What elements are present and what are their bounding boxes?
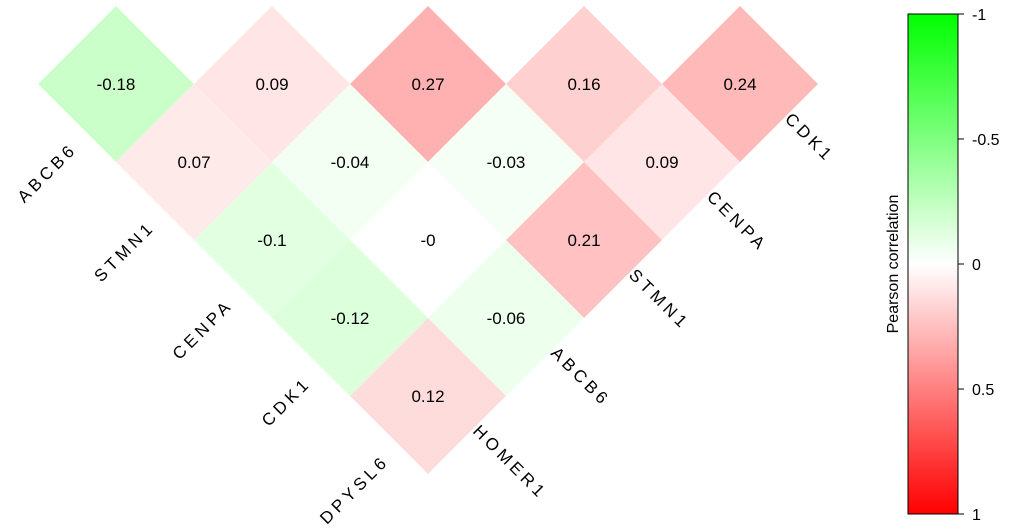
left-axis-gene-label: CENPA <box>169 295 237 363</box>
colorbar-ticks: -1 -0.5 0 0.5 1 <box>958 7 1000 524</box>
right-axis-gene-label: CDK1 <box>781 109 838 166</box>
cell-value-label: 0.12 <box>411 387 444 406</box>
cell-value-label: 0.16 <box>567 75 600 94</box>
cell-value-label: 0.21 <box>567 231 600 250</box>
left-axis-gene-label: ABCB6 <box>14 139 81 206</box>
right-axis-gene-label: ABCB6 <box>547 343 614 410</box>
left-axis-gene-label: STMN1 <box>91 217 159 285</box>
colorbar-legend: -1 -0.5 0 0.5 1 Pearson correlation <box>885 7 1000 524</box>
colorbar-tick-label: -0.5 <box>972 132 1000 149</box>
heatmap-cell <box>350 318 506 474</box>
cell-value-label: -0.06 <box>487 309 526 328</box>
cell-value-label: -0.18 <box>97 75 136 94</box>
cell-labels: -0.18 0.09 0.27 0.16 0.24 0.07 -0.04 -0.03 0.09 -… <box>97 75 757 406</box>
colorbar-tick-label: 0 <box>972 257 981 274</box>
cell-value-label: -0 <box>420 231 435 250</box>
cell-value-label: 0.24 <box>723 75 756 94</box>
cell-value-label: -0.12 <box>331 309 370 328</box>
cell-value-label: 0.09 <box>255 75 288 94</box>
right-axis-gene-label: HOMER1 <box>469 421 551 503</box>
colorbar-tick-label: 1 <box>972 507 981 524</box>
cell-value-label: 0.07 <box>177 153 210 172</box>
cell-value-label: 0.09 <box>645 153 678 172</box>
cell-value-label: -0.1 <box>257 231 286 250</box>
colorbar-tick-label: -1 <box>972 7 986 24</box>
heatmap-cells <box>38 6 818 474</box>
right-axis-gene-label: CENPA <box>703 187 771 255</box>
left-axis-gene-label: CDK1 <box>258 373 315 430</box>
colorbar-gradient <box>907 13 959 515</box>
colorbar-tick-label: 0.5 <box>972 382 994 399</box>
right-axis-gene-label: STMN1 <box>625 265 693 333</box>
cell-value-label: 0.27 <box>411 75 444 94</box>
cell-value-label: -0.03 <box>487 153 526 172</box>
cell-value-label: -0.04 <box>331 153 370 172</box>
colorbar-title: Pearson correlation <box>885 195 902 334</box>
left-axis-gene-label: DPYSL6 <box>316 451 393 528</box>
